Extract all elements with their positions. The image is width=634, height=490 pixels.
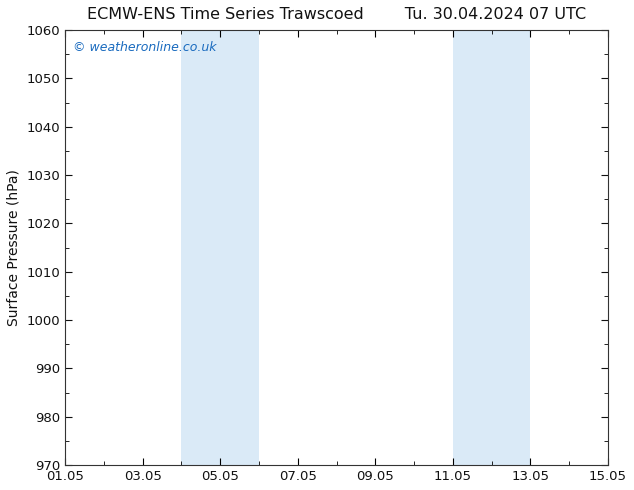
Y-axis label: Surface Pressure (hPa): Surface Pressure (hPa)	[7, 169, 21, 326]
Bar	[181, 30, 259, 465]
Title: ECMW-ENS Time Series Trawscoed        Tu. 30.04.2024 07 UTC: ECMW-ENS Time Series Trawscoed Tu. 30.04…	[87, 7, 586, 22]
Bar	[453, 30, 531, 465]
Text: © weatheronline.co.uk: © weatheronline.co.uk	[74, 41, 217, 54]
